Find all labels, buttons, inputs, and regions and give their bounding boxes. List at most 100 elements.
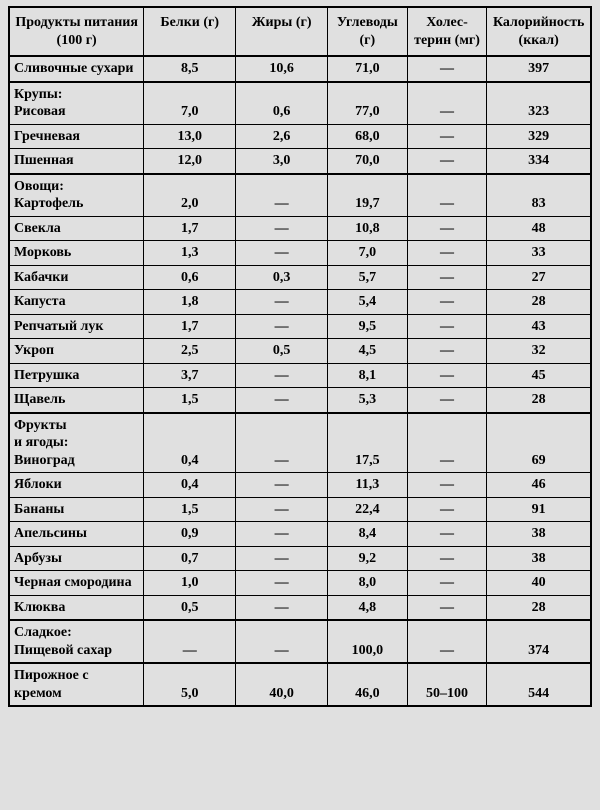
- cell-name: Морковь: [9, 241, 144, 266]
- cell-carb: 5,7: [328, 265, 408, 290]
- cell-cholesterol: 50–100: [407, 663, 487, 706]
- cell-name: Фруктыи ягоды:Виноград: [9, 413, 144, 473]
- cell-calories: 38: [487, 522, 591, 547]
- cell-fat: —: [236, 522, 328, 547]
- cell-protein: 13,0: [144, 124, 236, 149]
- cell-fat: —: [236, 241, 328, 266]
- cell-protein: 5,0: [144, 663, 236, 706]
- cell-name: Сливочные сухари: [9, 56, 144, 82]
- cell-cholesterol: —: [407, 473, 487, 498]
- cell-name: Крупы:Рисовая: [9, 82, 144, 125]
- cell-protein: 0,9: [144, 522, 236, 547]
- cell-calories: 329: [487, 124, 591, 149]
- cell-calories: 374: [487, 620, 591, 663]
- cell-carb: 8,4: [328, 522, 408, 547]
- cell-fat: —: [236, 363, 328, 388]
- nutrition-table: Продукты питания (100 г) Белки (г) Жиры …: [8, 6, 592, 707]
- col-header-calories: Калорий­ность (ккал): [487, 7, 591, 56]
- cell-protein: 12,0: [144, 149, 236, 174]
- col-header-fat: Жиры (г): [236, 7, 328, 56]
- cell-name: Клюква: [9, 595, 144, 620]
- cell-fat: 0,3: [236, 265, 328, 290]
- cell-fat: 40,0: [236, 663, 328, 706]
- cell-name: Апельсины: [9, 522, 144, 547]
- cell-fat: —: [236, 595, 328, 620]
- cell-fat: —: [236, 174, 328, 217]
- cell-cholesterol: —: [407, 56, 487, 82]
- cell-calories: 28: [487, 388, 591, 413]
- cell-cholesterol: —: [407, 174, 487, 217]
- cell-calories: 69: [487, 413, 591, 473]
- cell-name: Яблоки: [9, 473, 144, 498]
- cell-fat: —: [236, 290, 328, 315]
- cell-calories: 33: [487, 241, 591, 266]
- cell-calories: 45: [487, 363, 591, 388]
- cell-carb: 17,5: [328, 413, 408, 473]
- cell-calories: 46: [487, 473, 591, 498]
- table-row: Пирожное с кремом5,040,046,050–100544: [9, 663, 591, 706]
- cell-carb: 22,4: [328, 497, 408, 522]
- cell-carb: 5,4: [328, 290, 408, 315]
- cell-calories: 397: [487, 56, 591, 82]
- table-row: Морковь1,3—7,0—33: [9, 241, 591, 266]
- cell-carb: 46,0: [328, 663, 408, 706]
- cell-fat: —: [236, 314, 328, 339]
- cell-protein: 0,4: [144, 413, 236, 473]
- cell-protein: 1,7: [144, 314, 236, 339]
- cell-protein: 1,3: [144, 241, 236, 266]
- cell-calories: 48: [487, 216, 591, 241]
- cell-name: Арбузы: [9, 546, 144, 571]
- table-body: Сливочные сухари8,510,671,0—397Крупы:Рис…: [9, 56, 591, 706]
- table-row: Арбузы0,7—9,2—38: [9, 546, 591, 571]
- cell-name: Гречневая: [9, 124, 144, 149]
- table-row: Бананы1,5—22,4—91: [9, 497, 591, 522]
- cell-carb: 71,0: [328, 56, 408, 82]
- cell-cholesterol: —: [407, 339, 487, 364]
- cell-carb: 4,8: [328, 595, 408, 620]
- table-head: Продукты питания (100 г) Белки (г) Жиры …: [9, 7, 591, 56]
- cell-fat: —: [236, 473, 328, 498]
- cell-cholesterol: —: [407, 290, 487, 315]
- cell-cholesterol: —: [407, 124, 487, 149]
- cell-name: Пшенная: [9, 149, 144, 174]
- cell-cholesterol: —: [407, 571, 487, 596]
- table-row: Капуста1,8—5,4—28: [9, 290, 591, 315]
- cell-cholesterol: —: [407, 413, 487, 473]
- table-row: Апельсины0,9—8,4—38: [9, 522, 591, 547]
- cell-protein: 2,0: [144, 174, 236, 217]
- cell-carb: 100,0: [328, 620, 408, 663]
- cell-cholesterol: —: [407, 595, 487, 620]
- cell-name: Бананы: [9, 497, 144, 522]
- cell-fat: —: [236, 546, 328, 571]
- cell-calories: 323: [487, 82, 591, 125]
- cell-cholesterol: —: [407, 620, 487, 663]
- cell-carb: 11,3: [328, 473, 408, 498]
- cell-calories: 43: [487, 314, 591, 339]
- cell-name: Кабачки: [9, 265, 144, 290]
- cell-protein: 7,0: [144, 82, 236, 125]
- table-row: Фруктыи ягоды:Виноград0,4—17,5—69: [9, 413, 591, 473]
- header-row: Продукты питания (100 г) Белки (г) Жиры …: [9, 7, 591, 56]
- cell-cholesterol: —: [407, 388, 487, 413]
- table-row: Яблоки0,4—11,3—46: [9, 473, 591, 498]
- cell-fat: 0,6: [236, 82, 328, 125]
- cell-cholesterol: —: [407, 241, 487, 266]
- cell-fat: —: [236, 620, 328, 663]
- cell-cholesterol: —: [407, 314, 487, 339]
- table-row: Клюква0,5—4,8—28: [9, 595, 591, 620]
- table-row: Черная смородина1,0—8,0—40: [9, 571, 591, 596]
- cell-carb: 8,1: [328, 363, 408, 388]
- cell-calories: 28: [487, 290, 591, 315]
- cell-calories: 91: [487, 497, 591, 522]
- cell-protein: 0,6: [144, 265, 236, 290]
- cell-cholesterol: —: [407, 497, 487, 522]
- cell-cholesterol: —: [407, 216, 487, 241]
- cell-fat: —: [236, 497, 328, 522]
- cell-cholesterol: —: [407, 363, 487, 388]
- cell-fat: —: [236, 388, 328, 413]
- cell-fat: 3,0: [236, 149, 328, 174]
- cell-protein: —: [144, 620, 236, 663]
- cell-carb: 8,0: [328, 571, 408, 596]
- cell-calories: 40: [487, 571, 591, 596]
- table-row: Крупы:Рисовая7,00,677,0—323: [9, 82, 591, 125]
